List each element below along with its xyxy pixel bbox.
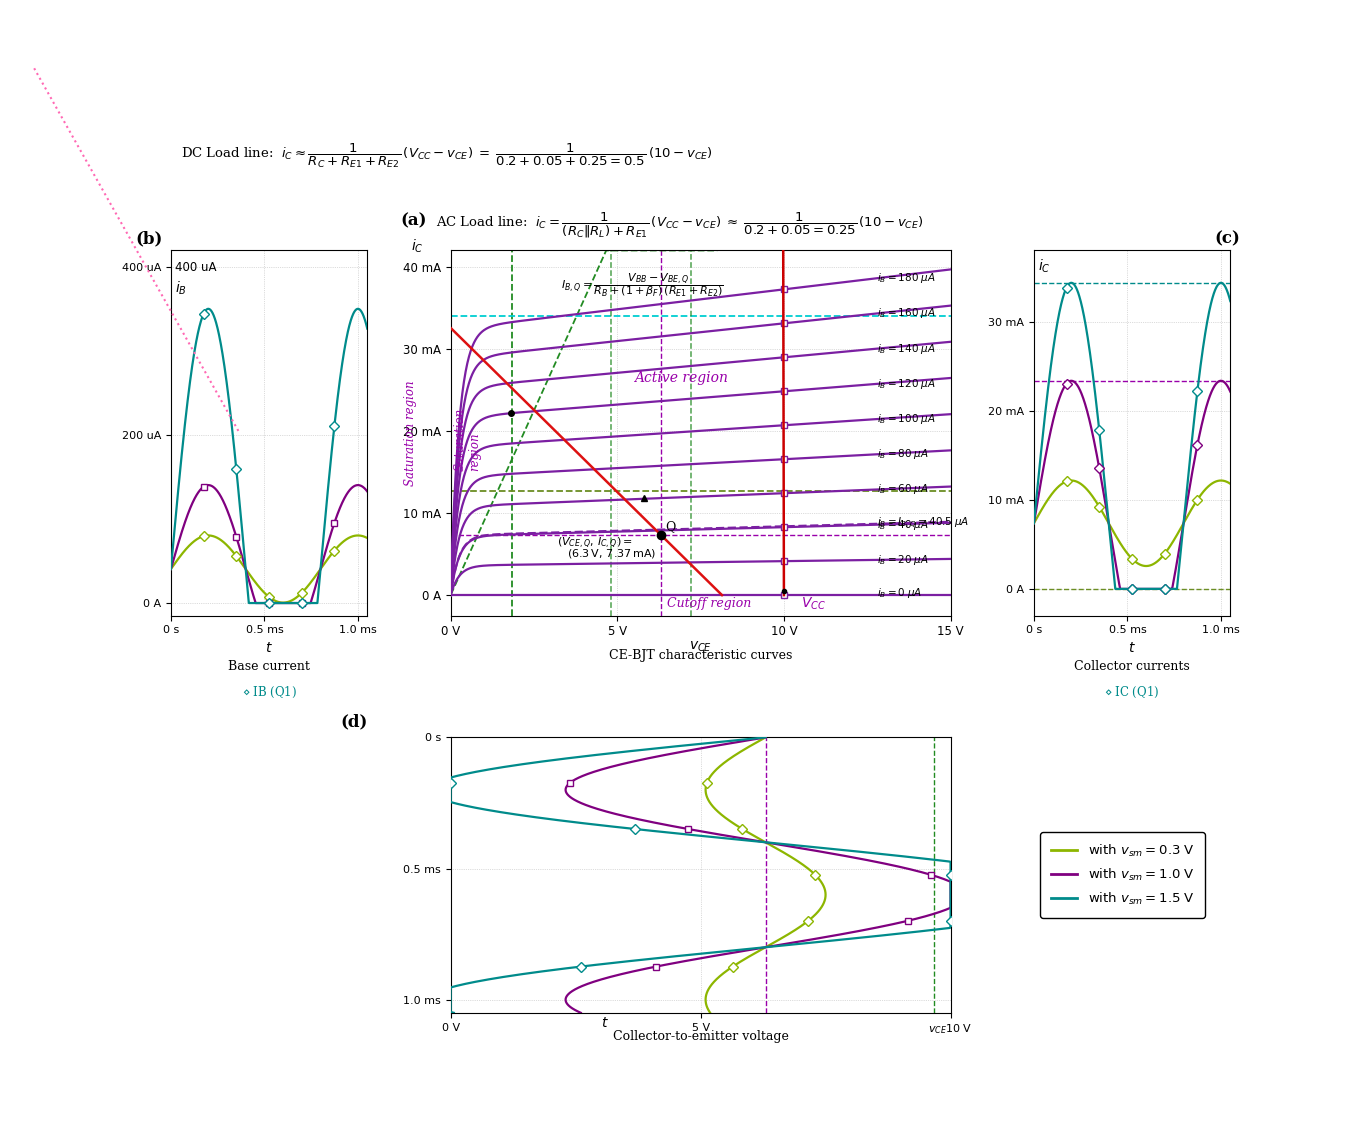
Text: Active region: Active region (634, 371, 727, 385)
Text: $i_B = 160\;\mu A$: $i_B = 160\;\mu A$ (878, 306, 936, 321)
Text: $i_B = 180\;\mu A$: $i_B = 180\;\mu A$ (878, 271, 936, 286)
Text: $i_C$: $i_C$ (410, 238, 424, 255)
Text: Cutoff region: Cutoff region (667, 597, 752, 610)
Text: $i_B = I_{B,Q} = 40.5\;\mu A$: $i_B = I_{B,Q} = 40.5\;\mu A$ (878, 517, 969, 531)
Legend: with $v_{sm} = 0.3\;\mathrm{V}$, with $v_{sm} = 1.0\;\mathrm{V}$, with $v_{sm} =: with $v_{sm} = 0.3\;\mathrm{V}$, with $v… (1040, 833, 1204, 917)
Text: $i_B = 100\;\mu A$: $i_B = 100\;\mu A$ (878, 412, 936, 426)
Text: $\diamond\;$IB (Q1): $\diamond\;$IB (Q1) (242, 685, 297, 700)
Text: CE-BJT characteristic curves: CE-BJT characteristic curves (608, 650, 793, 662)
Text: Base current: Base current (228, 660, 310, 674)
Text: 400 uA: 400 uA (175, 262, 216, 274)
Text: Collector currents: Collector currents (1074, 660, 1189, 674)
Text: (c): (c) (1214, 230, 1240, 247)
Text: (a): (a) (401, 213, 427, 230)
X-axis label: $t$: $t$ (265, 641, 273, 654)
Text: (d): (d) (340, 714, 368, 731)
Text: $I_{B,Q} = \dfrac{V_{BB} - V_{BE,Q}}{R_B + (1+\beta_F)\,(R_{E1}+R_{E2})}$: $I_{B,Q} = \dfrac{V_{BB} - V_{BE,Q}}{R_B… (560, 271, 723, 299)
Text: AC Load line:  $i_C = \dfrac{1}{(R_C\Vert R_L) + R_{E1}}\,(V_{CC}-v_{CE})\;\appr: AC Load line: $i_C = \dfrac{1}{(R_C\Vert… (436, 211, 923, 240)
Text: $t$: $t$ (600, 1015, 608, 1030)
Text: $i_B = 60\;\mu A$: $i_B = 60\;\mu A$ (878, 483, 930, 496)
Text: Saturation
region: Saturation region (454, 407, 481, 471)
Text: $i_B = 40\;\mu A$: $i_B = 40\;\mu A$ (878, 518, 930, 531)
Text: $i_B = 120\;\mu A$: $i_B = 120\;\mu A$ (878, 377, 936, 390)
Text: Collector-to-emitter voltage: Collector-to-emitter voltage (612, 1030, 789, 1044)
Text: (b): (b) (135, 230, 163, 247)
Text: $i_B = 80\;\mu A$: $i_B = 80\;\mu A$ (878, 447, 930, 461)
Text: $i_C$: $i_C$ (1038, 258, 1050, 275)
Text: $i_B$: $i_B$ (175, 280, 187, 297)
Text: $(V_{CE,Q},\,I_{C,Q}) =$: $(V_{CE,Q},\,I_{C,Q}) =$ (558, 536, 633, 551)
Text: $(6.3\,\mathrm{V},\,7.37\,\mathrm{mA})$: $(6.3\,\mathrm{V},\,7.37\,\mathrm{mA})$ (567, 547, 656, 560)
X-axis label: $v_{CE}$: $v_{CE}$ (689, 640, 712, 654)
Text: $\diamond\;$IC (Q1): $\diamond\;$IC (Q1) (1105, 685, 1159, 700)
Text: $i_B = 140\;\mu A$: $i_B = 140\;\mu A$ (878, 341, 936, 356)
Text: $i_B = 20\;\mu A$: $i_B = 20\;\mu A$ (878, 553, 930, 567)
Text: Q: Q (666, 520, 675, 534)
Text: DC Load line:  $i_C \approx \dfrac{1}{R_C + R_{E1} + R_{E2}}\,(V_{CC}-v_{CE})\;=: DC Load line: $i_C \approx \dfrac{1}{R_C… (182, 142, 714, 171)
Text: $i_B = 0\;\mu A$: $i_B = 0\;\mu A$ (878, 586, 923, 600)
X-axis label: $t$: $t$ (1128, 641, 1136, 654)
Text: Saturation region: Saturation region (405, 380, 417, 486)
Text: $V_{CC}$: $V_{CC}$ (801, 595, 826, 612)
